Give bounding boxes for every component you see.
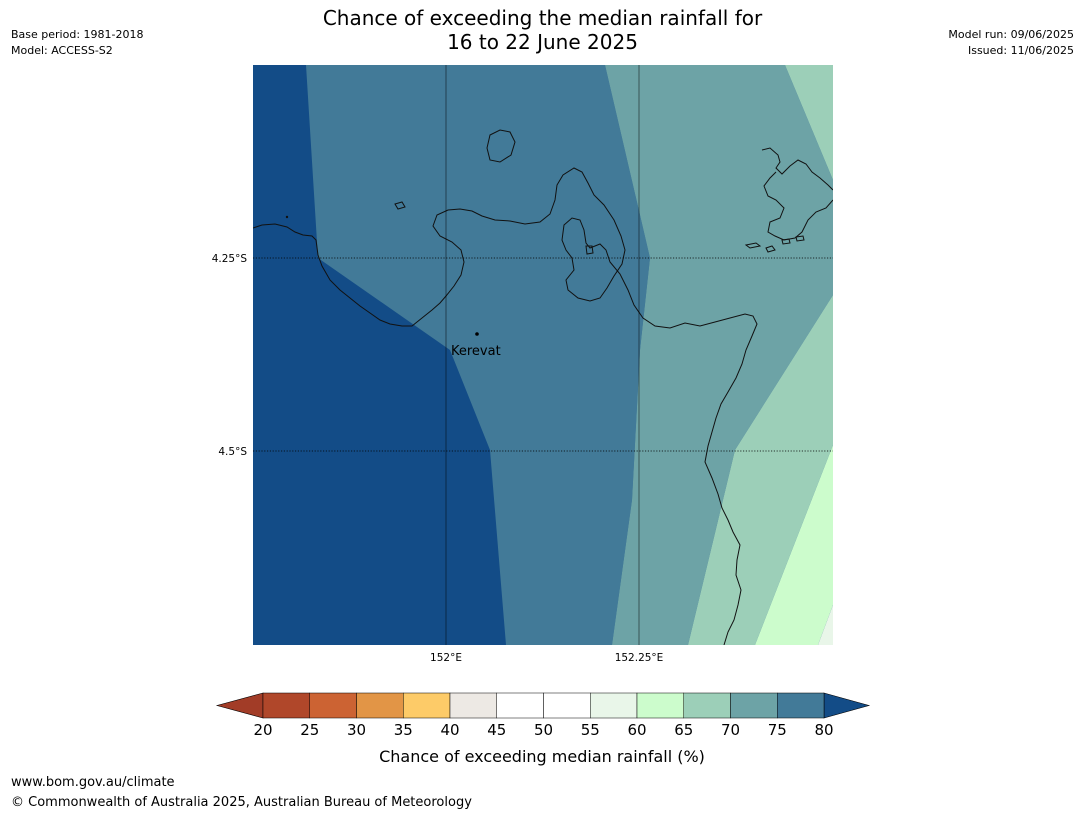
coastline-gazelle-peninsula [253,167,758,645]
colorbar-segment [449,692,497,719]
region-55-60 [818,605,833,645]
colorbar-tick-label: 70 [721,721,740,739]
colorbar-tick-label: 50 [534,721,553,739]
lat-label-4-5: 4.5°S [218,446,247,458]
region-65-70 [785,65,833,180]
colorbar-tick-label: 35 [394,721,413,739]
colorbar-segment [777,692,825,719]
coastline-new-ireland-coast [761,147,833,241]
base-period-text: Base period: 1981-2018 [11,28,144,41]
region-65-70-south [688,295,833,645]
colorbar-under-arrow [215,692,264,719]
colorbar-tick-label: 65 [674,721,693,739]
colorbar-tick-label: 80 [814,721,833,739]
colorbar-segment [730,692,778,719]
colorbar-tick-label: 55 [581,721,600,739]
model-text: Model: ACCESS-S2 [11,44,113,57]
footer-copyright: © Commonwealth of Australia 2025, Austra… [11,795,472,810]
meta-left: Base period: 1981-2018 Model: ACCESS-S2 [11,27,143,59]
model-run-text: Model run: 09/06/2025 [948,28,1074,41]
colorbar-segment [309,692,357,719]
footer-url: www.bom.gov.au/climate [11,775,175,790]
lon-label-152-25: 152.25°E [615,652,664,664]
colorbar-tick-label: 25 [300,721,319,739]
colorbar-segment [496,692,544,719]
colorbar-segment [356,692,404,719]
coastline-duke-of-york-islands [486,129,516,163]
coastline-watom-island [585,245,594,255]
lon-label-152: 152°E [430,652,462,664]
region-75-80 [306,65,650,645]
issued-text: Issued: 11/06/2025 [967,44,1074,57]
colorbar-segment [403,692,451,719]
probability-field [253,65,833,645]
colorbar-tick-label: 30 [347,721,366,739]
region-60-65 [755,445,833,645]
islet-dot [285,215,289,219]
colorbar-segment [543,692,591,719]
colorbar-tick-label: 60 [627,721,646,739]
colorbar: 20 25 30 35 40 45 50 55 60 65 70 75 80 [215,692,871,739]
region-70-75 [605,65,833,645]
coastline-small-islands [744,235,805,253]
title-line-1: Chance of exceeding the median rainfall … [322,6,763,30]
colorbar-segment [636,692,684,719]
kerevat-marker [475,332,479,336]
chart-title: Chance of exceeding the median rainfall … [0,6,1085,54]
colorbar-segment [590,692,638,719]
colorbar-tick-label: 40 [440,721,459,739]
colorbar-over-arrow [823,692,871,719]
colorbar-tick-label: 45 [487,721,506,739]
lat-label-4-25: 4.25°S [212,253,248,265]
colorbar-tick-label: 20 [253,721,272,739]
colorbar-tick-label: 75 [768,721,787,739]
coastlines [253,129,833,645]
title-line-2: 16 to 22 June 2025 [447,30,638,54]
coastline-islet [394,201,406,210]
meta-right: Model run: 09/06/2025 Issued: 11/06/2025 [948,27,1074,59]
colorbar-segment [683,692,731,719]
kerevat-label: Kerevat [451,344,501,359]
graticule [253,65,833,645]
colorbar-segment [262,692,310,719]
colorbar-label: Chance of exceeding median rainfall (%) [379,747,705,766]
